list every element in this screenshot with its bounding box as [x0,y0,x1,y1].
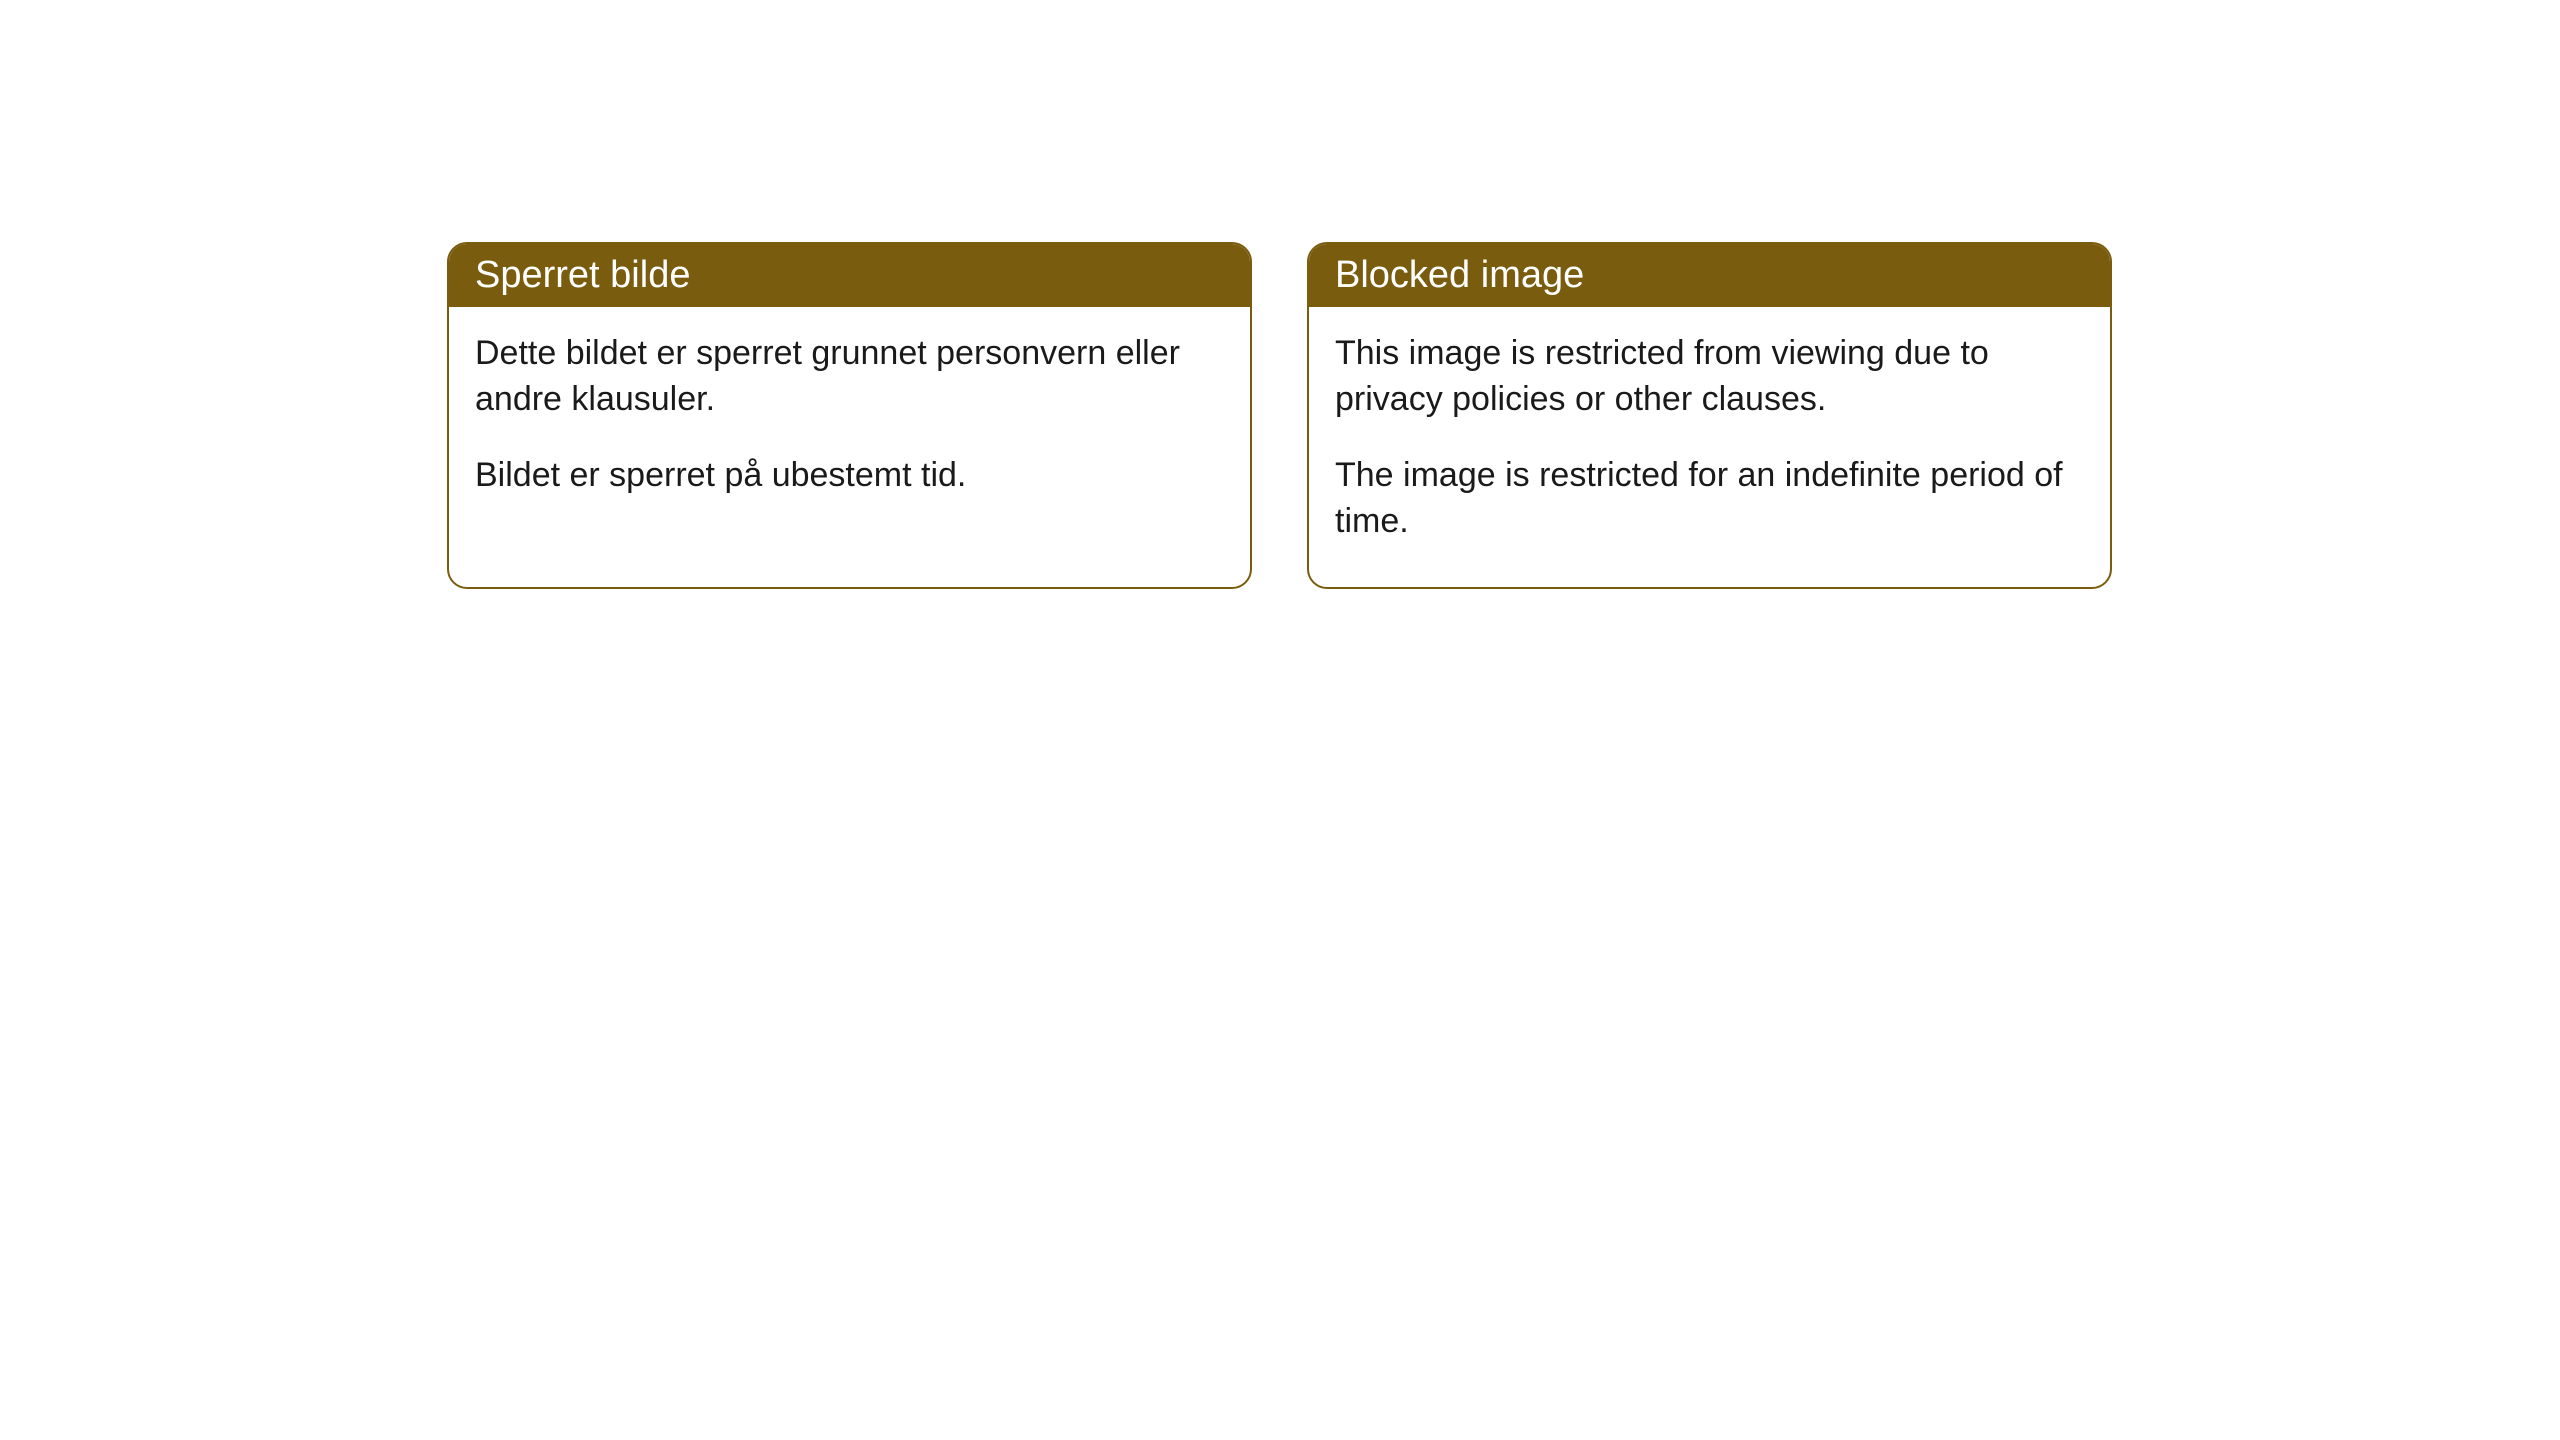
card-paragraph: This image is restricted from viewing du… [1335,331,2084,423]
card-paragraph: The image is restricted for an indefinit… [1335,453,2084,545]
card-title: Sperret bilde [475,254,690,296]
card-body-english: This image is restricted from viewing du… [1309,307,2110,587]
card-paragraph: Bildet er sperret på ubestemt tid. [475,453,1224,499]
card-header-english: Blocked image [1309,244,2110,307]
notice-cards-container: Sperret bilde Dette bildet er sperret gr… [0,0,2560,589]
card-body-norwegian: Dette bildet er sperret grunnet personve… [449,307,1250,541]
card-paragraph: Dette bildet er sperret grunnet personve… [475,331,1224,423]
blocked-image-card-english: Blocked image This image is restricted f… [1307,242,2112,589]
blocked-image-card-norwegian: Sperret bilde Dette bildet er sperret gr… [447,242,1252,589]
card-header-norwegian: Sperret bilde [449,244,1250,307]
card-title: Blocked image [1335,254,1584,296]
